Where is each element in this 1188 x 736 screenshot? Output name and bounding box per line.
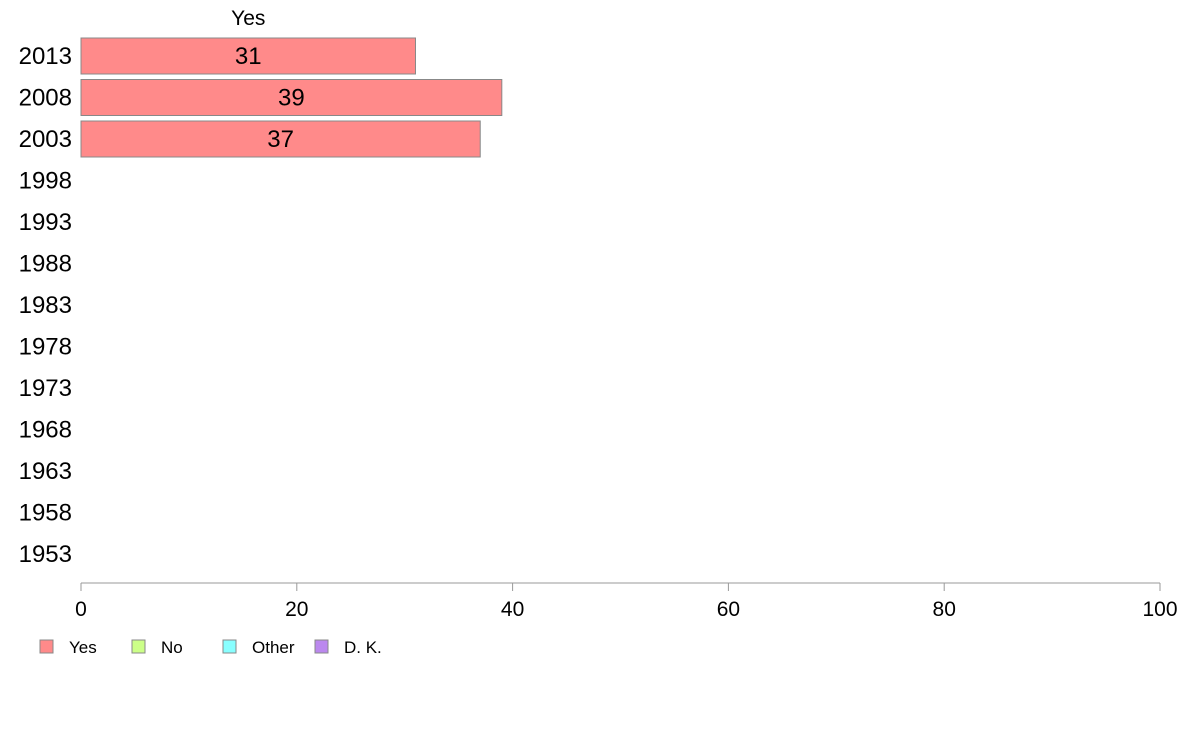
x-tick-label-20: 20 [285,598,308,621]
bar-value-label-2013: 31 [235,43,262,70]
series-header-label: Yes [231,7,265,30]
category-label-1963: 1963 [19,458,72,485]
bar-2008-yes [80,79,503,116]
x-tick-label-60: 60 [717,598,740,621]
category-labels: 2013 2008 2003 1998 1993 1988 1983 1978 1973 1968… [19,43,72,568]
category-label-1968: 1968 [19,417,72,444]
x-tick-label-0: 0 [75,598,87,621]
legend-swatch-other [222,639,237,654]
legend-swatch-dk [314,639,329,654]
category-label-1993: 1993 [19,209,72,236]
legend-label-no: No [161,638,183,657]
legend-swatch-no [131,639,146,654]
bar-value-label-2008: 39 [278,85,305,112]
category-label-1953: 1953 [19,541,72,568]
bars-group: 31 39 37 [80,37,503,158]
x-tick-label-40: 40 [501,598,524,621]
bar-2003-yes [80,120,481,158]
legend-label-dk: D. K. [344,638,382,657]
x-axis: 0 20 40 60 80 100 [75,582,1178,621]
bar-value-label-2003: 37 [267,126,294,153]
category-label-1988: 1988 [19,251,72,278]
category-label-1958: 1958 [19,500,72,527]
legend: Yes No Other D. K. [39,638,382,657]
legend-label-other: Other [252,638,295,657]
x-tick-label-100: 100 [1142,598,1177,621]
legend-label-yes: Yes [69,638,97,657]
category-label-1998: 1998 [19,168,72,195]
category-label-1973: 1973 [19,375,72,402]
category-label-2008: 2008 [19,85,72,112]
x-tick-label-80: 80 [933,598,956,621]
legend-swatch-yes [39,639,54,654]
category-label-1983: 1983 [19,292,72,319]
category-label-2013: 2013 [19,43,72,70]
bar-2013-yes [80,37,416,75]
category-label-1978: 1978 [19,334,72,361]
category-label-2003: 2003 [19,126,72,153]
